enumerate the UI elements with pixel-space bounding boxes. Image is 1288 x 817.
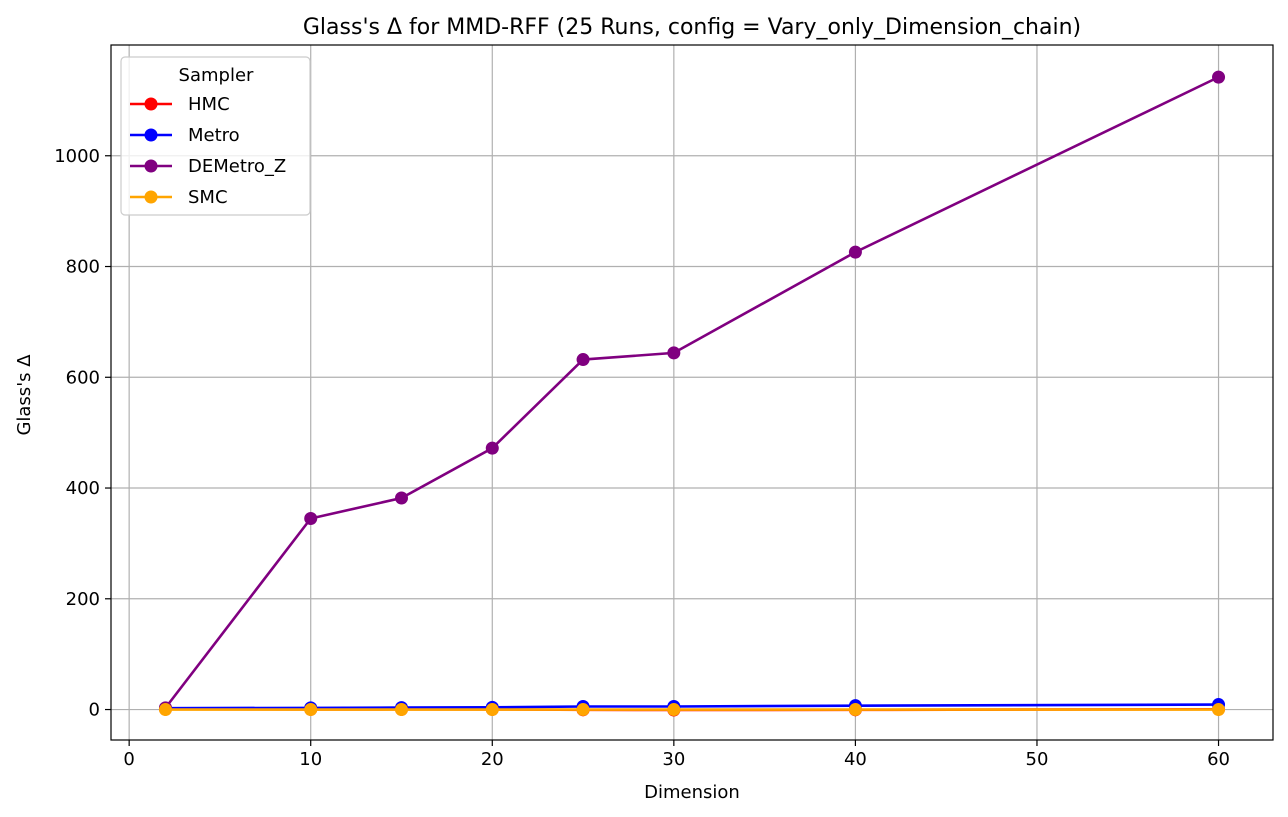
data-point-smc	[158, 703, 172, 717]
data-point-smc	[395, 703, 408, 717]
y-tick-label: 600	[66, 367, 100, 388]
legend-swatch-marker	[144, 190, 158, 204]
y-tick-label: 0	[89, 700, 100, 721]
data-point-smc	[304, 703, 318, 717]
series-layer	[158, 70, 1226, 717]
series-metro	[158, 698, 1226, 715]
y-tick-label: 800	[66, 257, 100, 278]
data-point-smc	[1212, 703, 1226, 717]
data-point-demetro-z	[485, 441, 499, 455]
data-point-demetro-z	[667, 346, 681, 360]
data-point-smc	[485, 703, 499, 717]
legend-swatch-marker	[144, 128, 158, 142]
x-tick-label: 30	[662, 749, 685, 770]
legend-item-metro: Metro	[130, 125, 240, 146]
legend-box	[120, 56, 311, 216]
data-point-smc	[667, 703, 681, 717]
legend-swatch-marker	[144, 97, 158, 111]
x-tick-label: 60	[1207, 749, 1230, 770]
legend: Sampler HMC Metro DEMetro_Z SMC	[120, 56, 311, 216]
x-tick-label: 10	[299, 749, 322, 770]
data-point-demetro-z	[1212, 70, 1226, 84]
series-line-demetro-z	[164, 75, 1220, 709]
data-point-smc	[576, 703, 590, 717]
grid	[111, 45, 1273, 740]
data-point-demetro-z	[304, 511, 318, 525]
plot-frame	[110, 44, 1274, 741]
legend-label: DEMetro_Z	[188, 156, 286, 177]
data-point-demetro-z	[395, 491, 408, 505]
data-point-demetro-z	[848, 245, 862, 259]
y-axis-label: Glass's Δ	[14, 354, 35, 436]
legend-item-demetro-z: DEMetro_Z	[130, 156, 286, 177]
data-point-demetro-z	[576, 353, 590, 367]
series-smc	[158, 703, 1226, 717]
legend-item-smc: SMC	[130, 187, 228, 208]
series-demetro-z	[158, 70, 1226, 715]
legend-item-hmc: HMC	[130, 94, 230, 115]
y-tick-label: 400	[66, 478, 100, 499]
x-tick-label: 40	[844, 749, 867, 770]
y-tick-label: 1000	[54, 146, 100, 167]
legend-label: Metro	[188, 125, 240, 146]
data-point-smc	[848, 703, 862, 717]
x-tick-label: 0	[123, 749, 134, 770]
x-axis-label: Dimension	[644, 782, 740, 803]
legend-swatch-marker	[144, 159, 158, 173]
y-tick-label: 200	[66, 589, 100, 610]
x-tick-label: 50	[1026, 749, 1049, 770]
legend-label: HMC	[188, 94, 230, 115]
legend-label: SMC	[188, 187, 228, 208]
series-line-metro	[165, 703, 1219, 710]
legend-title: Sampler	[179, 65, 254, 86]
x-tick-label: 20	[481, 749, 504, 770]
chart-title: Glass's Δ for MMD-RFF (25 Runs, config =…	[303, 15, 1081, 40]
